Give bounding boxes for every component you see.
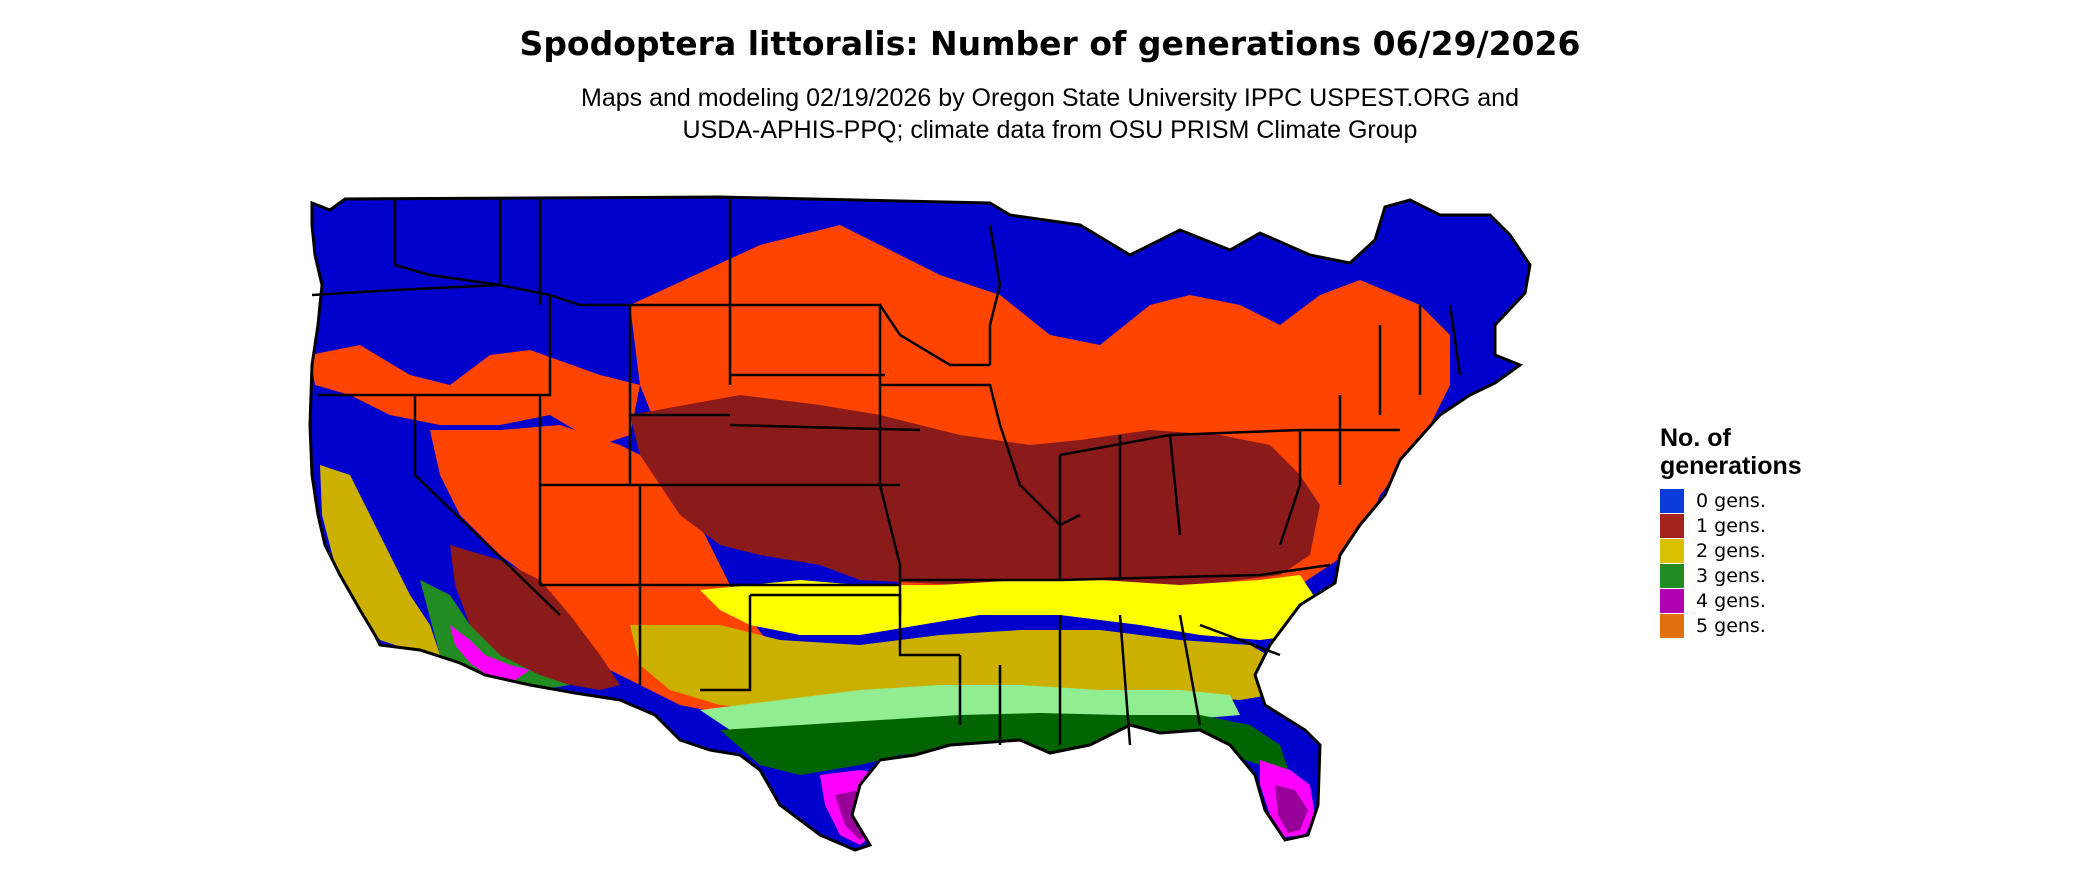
legend-title: No. of generations (1660, 424, 1802, 480)
legend-list: 0 gens. 1 gens. 2 gens. 3 gens. 4 gens. … (1660, 488, 1802, 638)
zone-gen4-florida-high (1275, 785, 1308, 833)
us-outline (308, 195, 1532, 852)
legend-swatch-5-gens (1660, 613, 1684, 638)
legend-swatch-0-gens (1660, 488, 1684, 513)
us-map-canvas (308, 195, 1532, 852)
legend-item-1-gens: 1 gens. (1660, 513, 1802, 538)
legend-swatch-1-gens (1660, 513, 1684, 538)
legend-swatch-4-gens (1660, 588, 1684, 613)
legend-title-line-2: generations (1660, 452, 1802, 480)
legend-label-2-gens: 2 gens. (1696, 539, 1766, 562)
us-map (300, 185, 1630, 890)
legend-title-line-1: No. of (1660, 424, 1731, 452)
legend: No. of generations 0 gens. 1 gens. 2 gen… (1660, 424, 1802, 638)
map-title: Spodoptera littoralis: Number of generat… (519, 24, 1581, 63)
legend-item-0-gens: 0 gens. (1660, 488, 1802, 513)
legend-item-2-gens: 2 gens. (1660, 538, 1802, 563)
generation-zones (310, 197, 1530, 850)
legend-item-4-gens: 4 gens. (1660, 588, 1802, 613)
legend-label-5-gens: 5 gens. (1696, 614, 1766, 637)
zone-gen2-low (700, 575, 1320, 640)
zone-gen4-west (450, 625, 530, 680)
state-borders (311, 197, 1462, 746)
legend-swatch-2-gens (1660, 538, 1684, 563)
legend-label-1-gens: 1 gens. (1696, 514, 1766, 537)
subtitle-line-1: Maps and modeling 02/19/2026 by Oregon S… (581, 84, 1519, 112)
legend-label-3-gens: 3 gens. (1696, 564, 1766, 587)
zone-gen3-low (700, 685, 1240, 730)
zone-gen1-high (630, 395, 1320, 587)
map-subtitle: Maps and modeling 02/19/2026 by Oregon S… (0, 82, 2100, 146)
legend-item-3-gens: 3 gens. (1660, 563, 1802, 588)
subtitle-line-2: USDA-APHIS-PPQ; climate data from OSU PR… (682, 116, 1418, 144)
legend-item-5-gens: 5 gens. (1660, 613, 1802, 638)
legend-label-4-gens: 4 gens. (1696, 589, 1766, 612)
legend-label-0-gens: 0 gens. (1696, 489, 1766, 512)
zone-gen2-west (320, 465, 440, 655)
legend-swatch-3-gens (1660, 563, 1684, 588)
